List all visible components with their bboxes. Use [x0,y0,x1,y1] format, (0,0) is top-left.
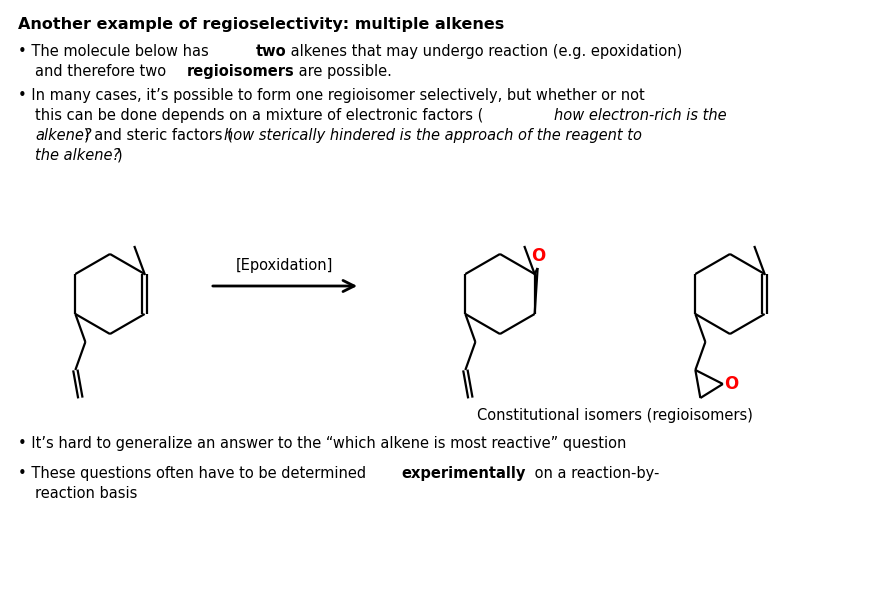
Text: [Epoxidation]: [Epoxidation] [236,258,333,273]
Text: experimentally: experimentally [401,466,526,481]
Text: O: O [532,247,546,265]
Text: • In many cases, it’s possible to form one regioisomer selectively, but whether : • In many cases, it’s possible to form o… [18,88,645,103]
Text: regioisomers: regioisomers [186,64,294,79]
Text: and therefore two: and therefore two [35,64,170,79]
Text: • These questions often have to be determined: • These questions often have to be deter… [18,466,371,481]
Text: O: O [724,375,738,393]
Text: • The molecule below has: • The molecule below has [18,44,213,59]
Text: ) and steric factors (: ) and steric factors ( [84,128,233,143]
Text: alkenes that may undergo reaction (e.g. epoxidation): alkenes that may undergo reaction (e.g. … [286,44,682,59]
Text: how electron-rich is the: how electron-rich is the [554,108,726,123]
Text: alkene?: alkene? [35,128,91,143]
Text: • It’s hard to generalize an answer to the “which alkene is most reactive” quest: • It’s hard to generalize an answer to t… [18,436,626,451]
Text: Constitutional isomers (regioisomers): Constitutional isomers (regioisomers) [477,408,753,423]
Text: ): ) [117,148,123,163]
Text: two: two [256,44,286,59]
Text: the alkene?: the alkene? [35,148,120,163]
Text: how sterically hindered is the approach of the reagent to: how sterically hindered is the approach … [225,128,643,143]
Text: reaction basis: reaction basis [35,486,138,501]
Text: on a reaction-by-: on a reaction-by- [529,466,659,481]
Text: this can be done depends on a mixture of electronic factors (: this can be done depends on a mixture of… [35,108,483,123]
Text: are possible.: are possible. [295,64,392,79]
Text: Another example of regioselectivity: multiple alkenes: Another example of regioselectivity: mul… [18,17,504,32]
